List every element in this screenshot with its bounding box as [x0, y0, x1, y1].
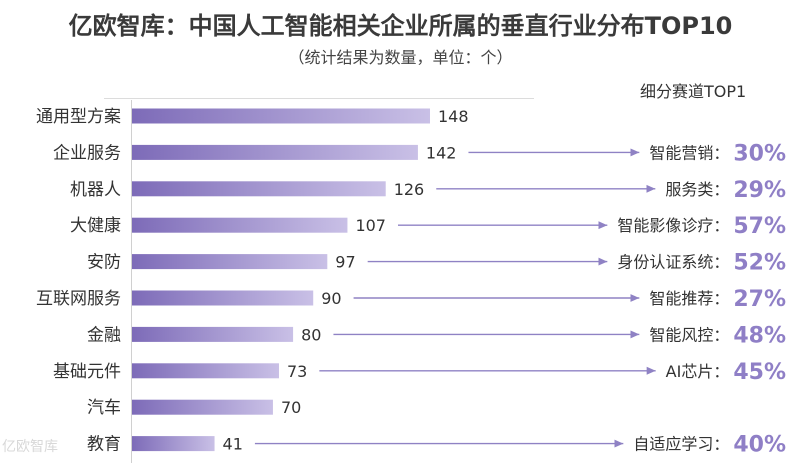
segment-name: 服务类： [665, 180, 729, 199]
bar [132, 144, 418, 160]
category-label: 互联网服务 [36, 289, 121, 309]
bar [132, 181, 386, 197]
value-label: 70 [281, 398, 301, 417]
category-label: 基础元件 [53, 362, 121, 382]
header-divider [104, 98, 534, 99]
category-label: 机器人 [70, 180, 121, 200]
segment-percent: 30% [733, 141, 786, 166]
segment-name: AI芯片： [666, 362, 730, 381]
segment-percent: 27% [733, 287, 786, 312]
watermark: 亿欧智库 [2, 439, 58, 455]
category-label: 教育 [87, 435, 121, 455]
segment-percent: 52% [733, 251, 786, 276]
chart-title: 亿欧智库：中国人工智能相关企业所属的垂直行业分布TOP10 [68, 12, 733, 40]
value-label: 97 [335, 253, 355, 272]
bar [132, 399, 273, 415]
value-label: 126 [394, 180, 425, 199]
category-label: 企业服务 [53, 143, 121, 163]
bar [132, 436, 215, 452]
category-label: 金融 [87, 325, 121, 345]
segment-percent: 57% [733, 214, 786, 239]
category-label: 安防 [87, 253, 121, 273]
category-axis-line [131, 100, 132, 463]
segment-percent: 40% [733, 433, 786, 458]
value-label: 107 [355, 216, 386, 235]
chart-subtitle: （统计结果为数量，单位：个） [288, 48, 513, 67]
segment-header: 细分赛道TOP1 [640, 82, 747, 101]
segment-name: 智能风控： [649, 325, 729, 344]
segment-name: 智能营销： [649, 143, 729, 162]
value-label: 73 [287, 362, 307, 381]
segment-name: 智能推荐： [649, 289, 729, 308]
value-label: 142 [426, 143, 457, 162]
category-label: 汽车 [87, 398, 121, 418]
category-label: 大健康 [70, 216, 121, 236]
segment-name: 自适应学习： [633, 435, 729, 454]
value-label: 80 [301, 325, 321, 344]
value-label: 148 [438, 107, 469, 126]
segment-name: 身份认证系统： [617, 253, 729, 272]
bar [132, 108, 430, 124]
segment-percent: 48% [733, 323, 786, 348]
segment-name: 智能影像诊疗： [617, 216, 729, 235]
category-label: 通用型方案 [36, 107, 121, 127]
bar [132, 290, 314, 306]
bar [132, 363, 279, 379]
segment-percent: 29% [733, 178, 786, 203]
segment-percent: 45% [733, 360, 786, 385]
bar [132, 254, 328, 270]
value-label: 90 [321, 289, 341, 308]
bar [132, 326, 294, 342]
bar [132, 217, 348, 233]
value-label: 41 [223, 435, 243, 454]
